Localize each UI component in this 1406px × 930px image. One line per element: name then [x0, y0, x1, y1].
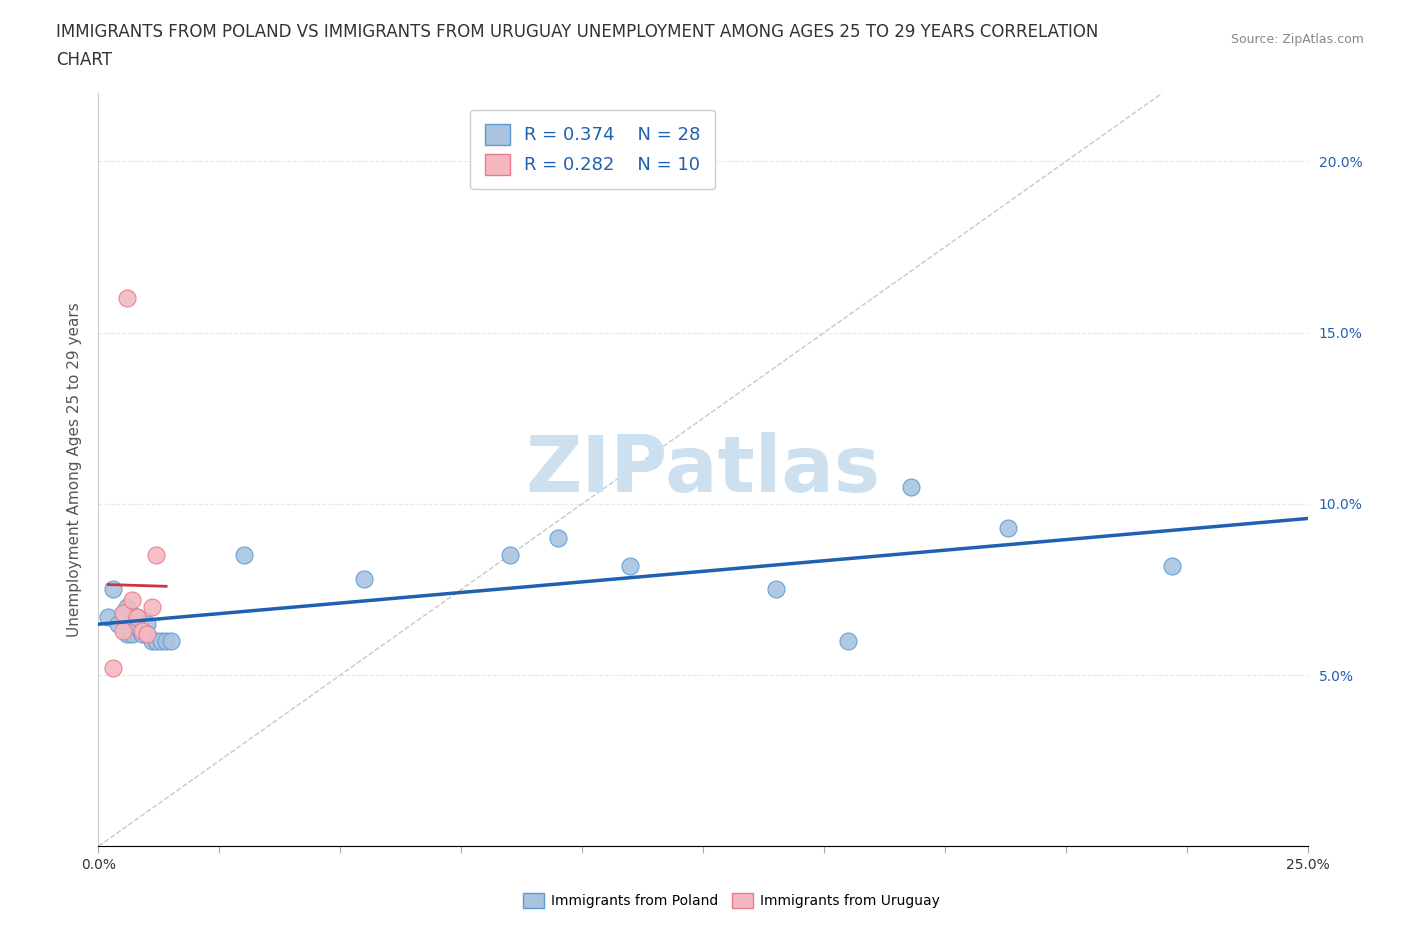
Text: CHART: CHART: [56, 51, 112, 69]
Point: [160, 633, 183, 648]
Point: [135, 627, 157, 642]
Y-axis label: Unemployment Among Ages 25 to 29 years: Unemployment Among Ages 25 to 29 years: [67, 302, 83, 637]
Point: [121, 617, 143, 631]
Point: [117, 291, 139, 306]
Legend: R = 0.374    N = 28, R = 0.282    N = 10: R = 0.374 N = 28, R = 0.282 N = 10: [470, 110, 716, 189]
Point: [141, 599, 163, 614]
Point: [121, 592, 143, 607]
Point: [619, 558, 641, 573]
Text: IMMIGRANTS FROM POLAND VS IMMIGRANTS FROM URUGUAY UNEMPLOYMENT AMONG AGES 25 TO : IMMIGRANTS FROM POLAND VS IMMIGRANTS FRO…: [56, 23, 1098, 41]
Point: [837, 633, 859, 648]
Point: [547, 531, 569, 546]
Point: [97, 609, 120, 624]
Point: [101, 582, 124, 597]
Point: [131, 623, 153, 638]
Point: [135, 617, 157, 631]
Point: [117, 599, 139, 614]
Point: [765, 582, 787, 597]
Point: [111, 623, 134, 638]
Point: [135, 627, 157, 642]
Point: [145, 633, 167, 648]
Text: ZIPatlas: ZIPatlas: [526, 432, 880, 508]
Point: [353, 572, 375, 587]
Point: [997, 521, 1019, 536]
Point: [111, 606, 134, 621]
Point: [150, 633, 173, 648]
Text: Source: ZipAtlas.com: Source: ZipAtlas.com: [1230, 33, 1364, 46]
Point: [121, 627, 143, 642]
Point: [498, 548, 520, 563]
Point: [155, 633, 177, 648]
Point: [141, 633, 163, 648]
Point: [127, 609, 149, 624]
Point: [101, 661, 124, 676]
Point: [107, 617, 129, 631]
Point: [117, 627, 139, 642]
Point: [900, 479, 922, 494]
Legend: Immigrants from Poland, Immigrants from Uruguay: Immigrants from Poland, Immigrants from …: [517, 888, 945, 914]
Point: [127, 609, 149, 624]
Point: [145, 548, 167, 563]
Point: [127, 619, 149, 634]
Point: [1161, 558, 1184, 573]
Point: [232, 548, 254, 563]
Point: [131, 627, 153, 642]
Point: [111, 606, 134, 621]
